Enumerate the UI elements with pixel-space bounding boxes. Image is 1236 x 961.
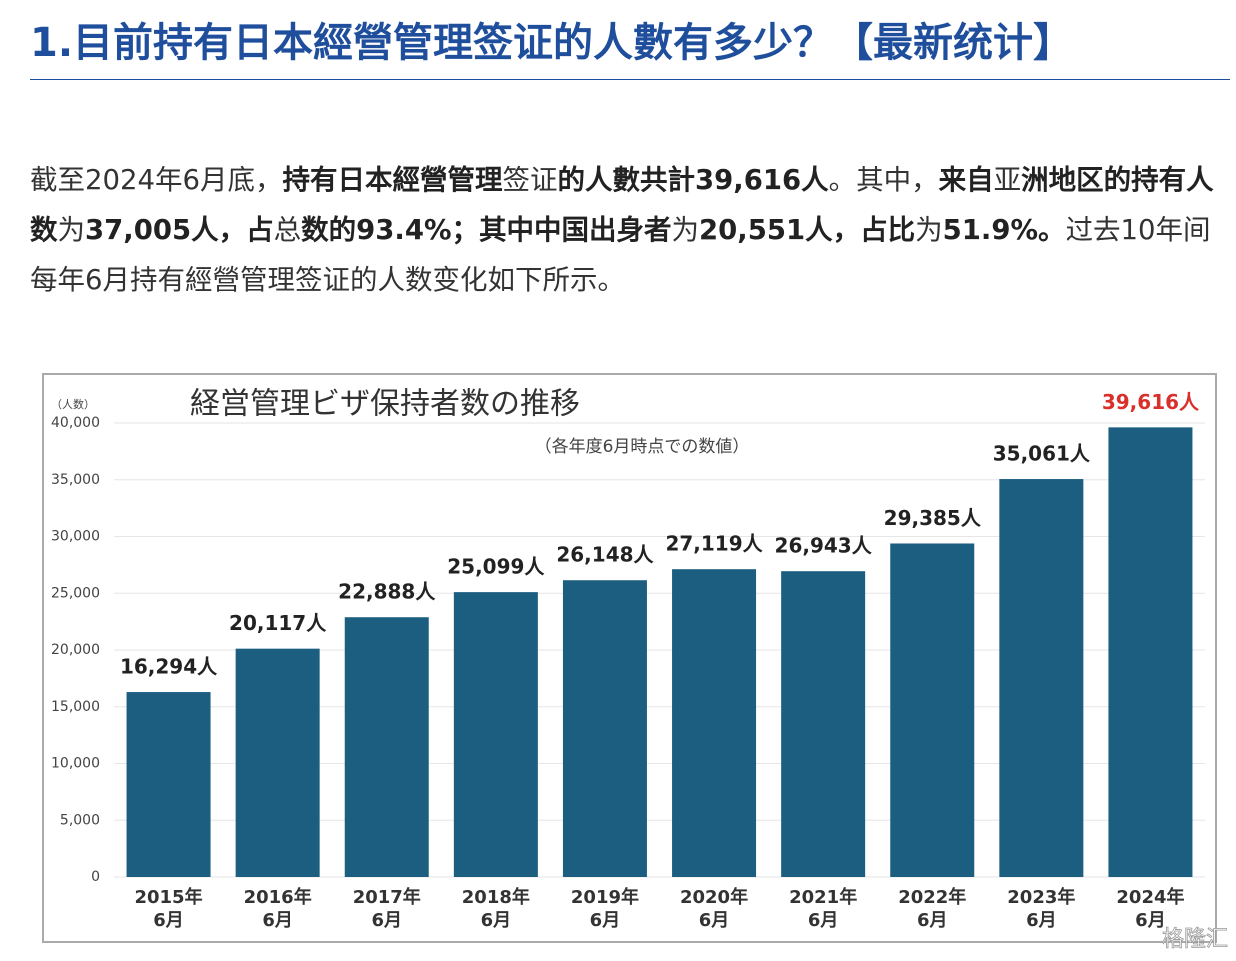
x-tick-label: 6月 [153,910,184,931]
text-run: 总 [273,214,302,246]
text-run: 37,005人，占 [85,214,274,246]
chart-title: 経営管理ビザ保持者数の推移 [190,387,580,422]
x-tick-label: 2024年 [1116,886,1184,908]
x-tick-label: 6月 [917,910,948,931]
bar [562,580,647,877]
x-tick-label: 6月 [808,910,839,931]
x-tick-label: 2015年 [134,886,202,908]
text-run: 签证 [502,164,558,196]
x-tick-label: 6月 [699,910,730,931]
text-run: 的人數共計39,616人 [557,164,829,196]
x-tick-label: 6月 [481,910,512,931]
text-run: 。其中， [828,164,939,196]
text-run: 为 [57,214,86,246]
value-label: 25,099人 [447,555,545,579]
value-label: 22,888人 [338,580,436,604]
text-run: 过去10年间每年6月持有經營管理签证的人数变化如下所示。 [30,214,1211,296]
watermark: 格隆汇 [1162,927,1228,952]
x-tick-label: 2021年 [789,886,857,908]
text-run: 截至2024年6月底， [30,164,283,196]
x-tick-label: 2020年 [680,886,748,908]
y-tick-label: 20,000 [51,642,100,658]
value-label: 26,148人 [556,543,654,567]
y-tick-label: 5,000 [60,812,100,828]
bar [344,617,429,877]
bar [235,648,320,877]
chart-subtitle: （各年度6月時点での数値） [535,437,750,457]
x-tick-label: 2022年 [898,886,966,908]
text-run: 来自 [938,164,994,196]
y-tick-label: 10,000 [51,756,100,772]
value-label: 29,385人 [884,506,982,530]
value-label: 35,061人 [993,442,1091,466]
divider [30,79,1230,80]
value-label: 26,943人 [775,534,873,558]
value-label: 16,294人 [120,655,218,679]
heading: 1.目前持有日本經營管理签证的人數有多少？【最新统计】 [30,20,1074,66]
x-tick-label: 6月 [371,910,402,931]
text-run: 51.9%。 [942,214,1066,246]
y-tick-label: 35,000 [51,472,100,488]
paragraph: 截至2024年6月底，持有日本經營管理签证的人數共計39,616人。其中，来自亚… [30,155,1230,305]
bar [999,479,1084,877]
x-tick-label: 2019年 [571,886,639,908]
bar [453,592,538,877]
text-run: 洲地区的持有人数 [30,164,1214,246]
bar [781,571,866,877]
bar [126,692,211,877]
y-axis-label: （人数） [51,398,95,411]
y-tick-label: 0 [91,869,100,885]
text-run: 20,551人，占比 [699,214,916,246]
x-tick-label: 2016年 [244,886,312,908]
bar [890,543,975,877]
text-run: 为 [915,214,943,246]
y-tick-label: 30,000 [51,529,100,545]
y-tick-label: 40,000 [51,415,100,431]
text-run: 为 [671,214,700,246]
y-tick-label: 15,000 [51,699,100,715]
text-run: 持有日本經營管理 [282,164,503,196]
value-label: 20,117人 [229,611,327,635]
x-tick-label: 6月 [262,910,293,931]
x-tick-label: 2017年 [353,886,421,908]
x-tick-label: 6月 [1135,910,1166,931]
value-label: 27,119人 [665,532,763,556]
x-tick-label: 6月 [1026,910,1057,931]
y-tick-label: 25,000 [51,585,100,601]
x-tick-label: 6月 [590,910,621,931]
text-run: 亚 [993,164,1022,196]
bar [672,569,757,877]
value-label: 39,616人 [1102,390,1200,414]
text-run: 数的93.4%；其中中国出身者 [301,214,672,246]
x-tick-label: 2018年 [462,886,530,908]
x-tick-label: 2023年 [1007,886,1075,908]
bar [1108,427,1193,877]
